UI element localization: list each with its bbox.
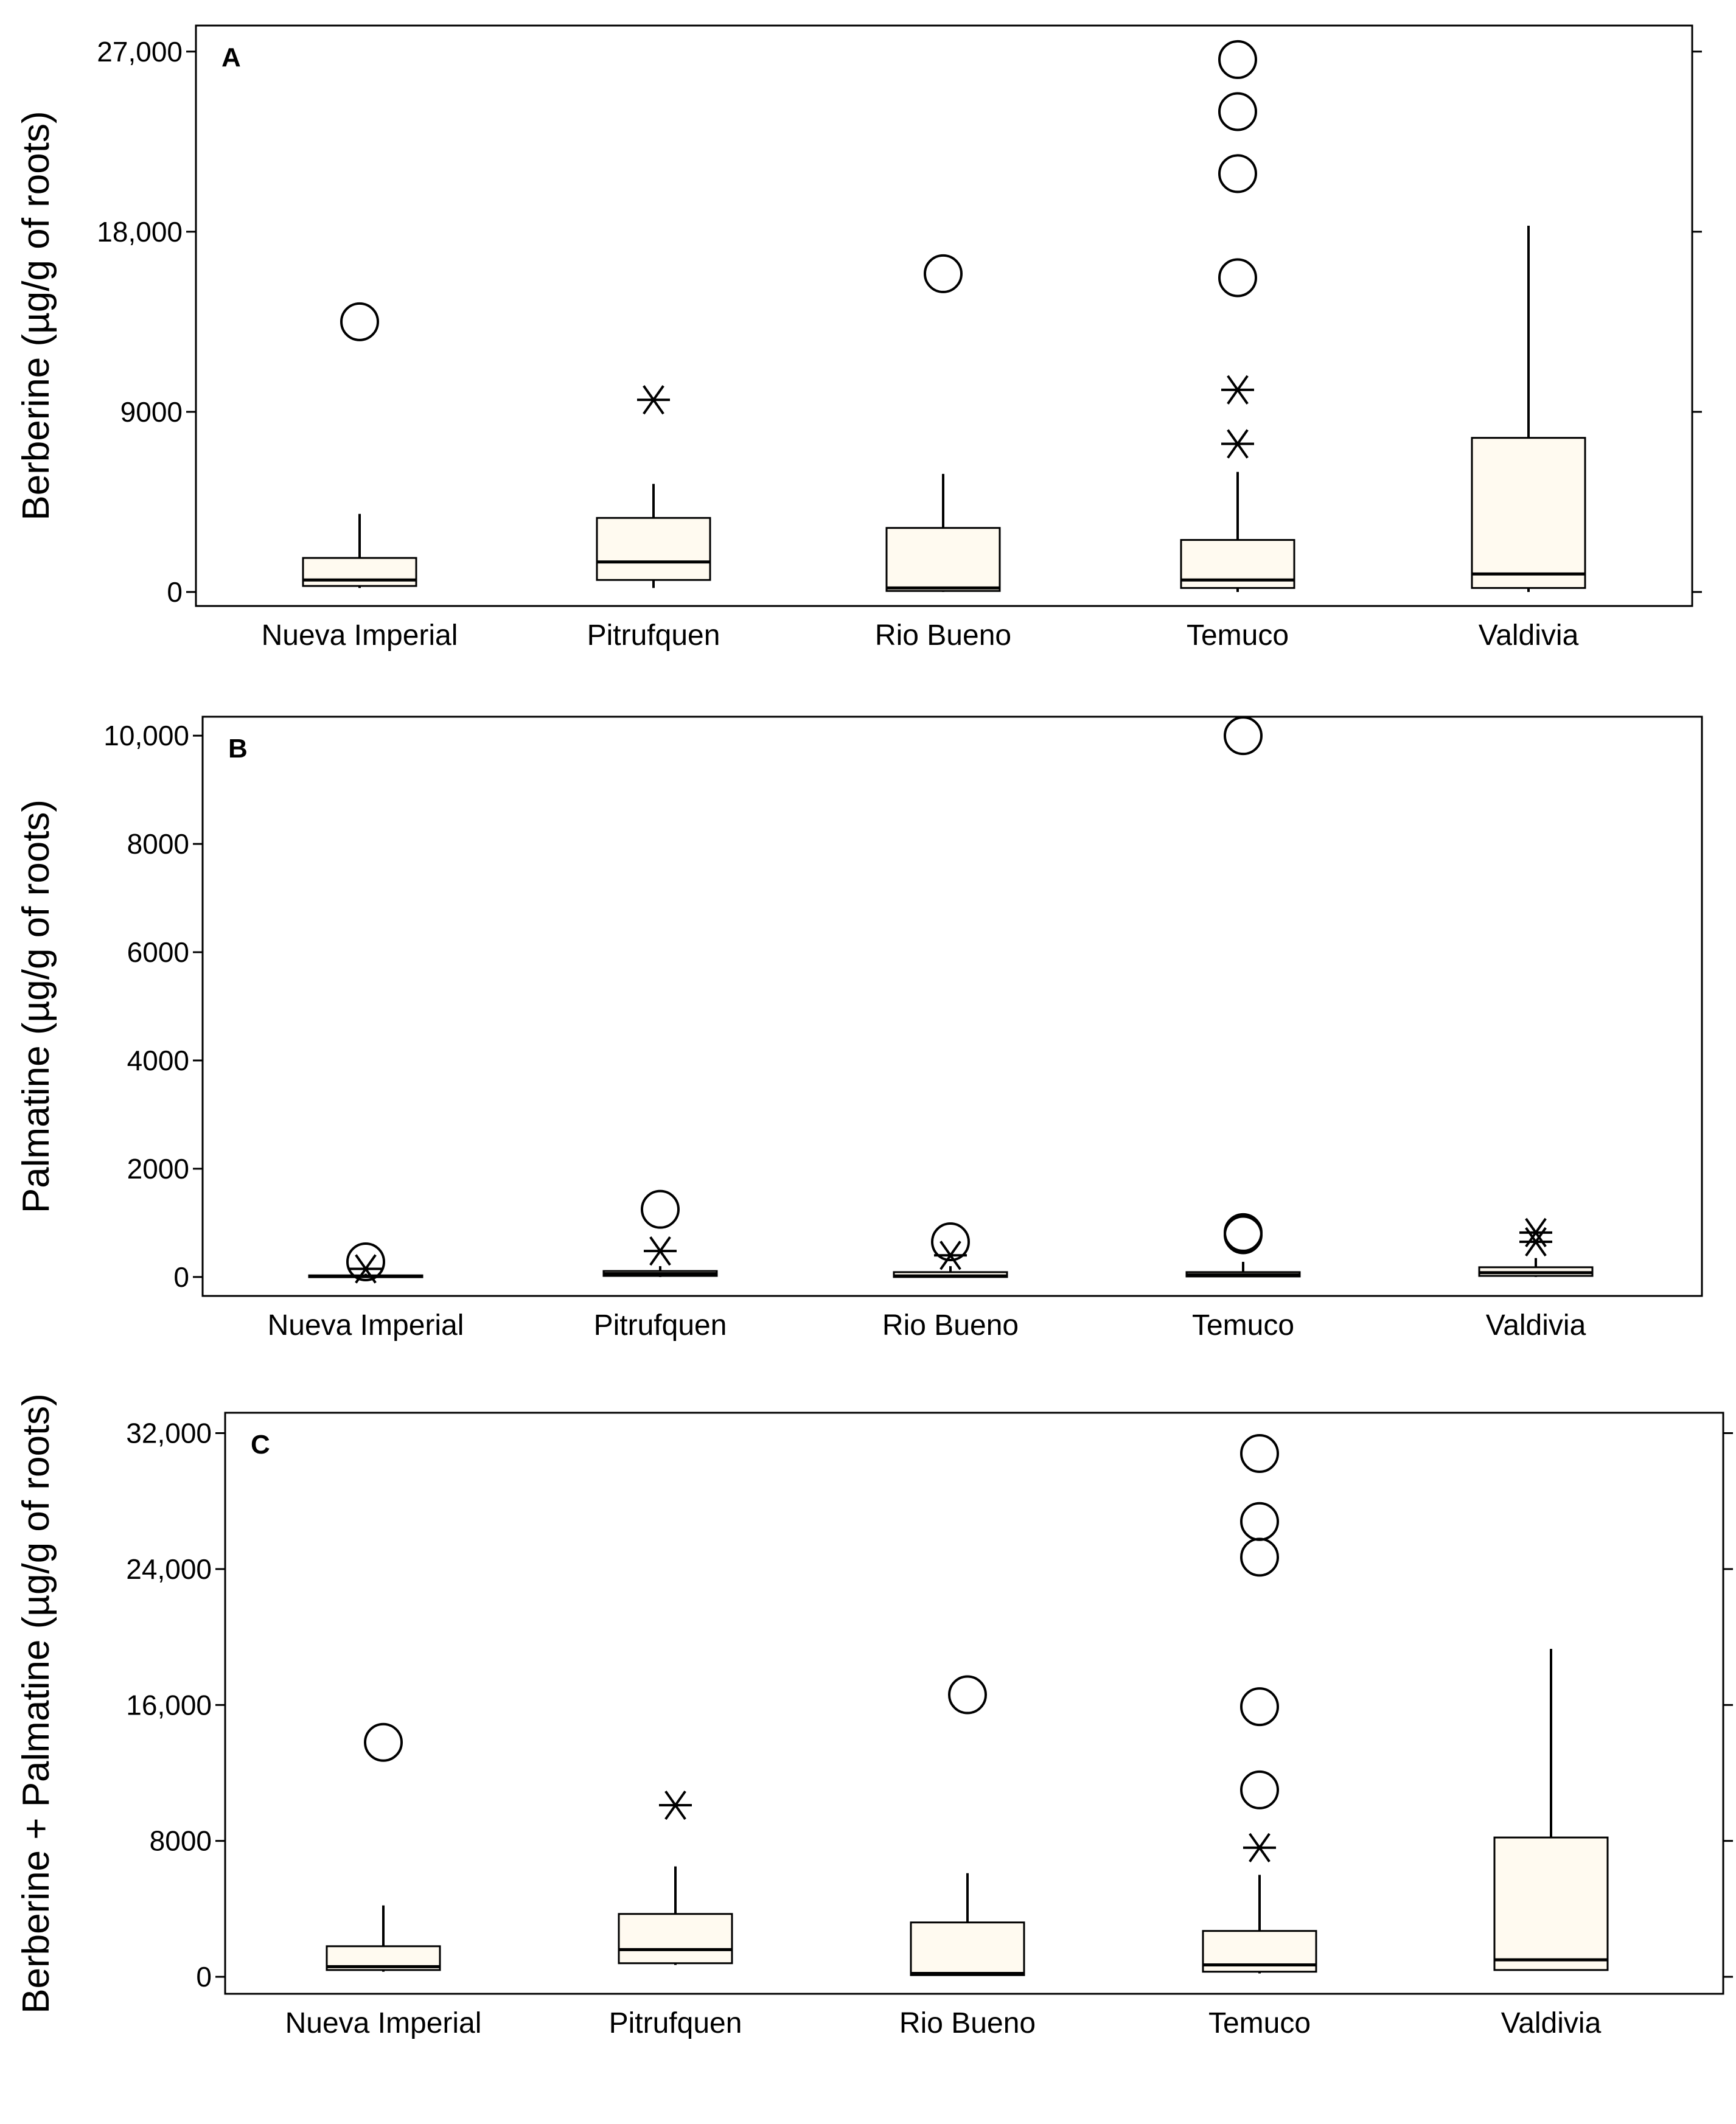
- outlier-circle: [346, 1242, 385, 1281]
- y-tick-label: 2000: [127, 1153, 189, 1185]
- y-tick-label: 27,000: [97, 36, 183, 68]
- box: [885, 527, 1001, 592]
- outlier-circle: [1240, 1502, 1279, 1541]
- outlier-circle: [1240, 1770, 1279, 1809]
- box: [596, 517, 711, 581]
- y-tick-label: 24,000: [126, 1553, 212, 1585]
- y-tick-label: 6000: [127, 936, 189, 968]
- x-tick-label: Valdivia: [1486, 1309, 1586, 1342]
- outlier-circle: [1224, 1215, 1263, 1255]
- outlier-star: [1221, 429, 1254, 459]
- x-tick-label: Rio Bueno: [875, 619, 1011, 652]
- outlier-star: [934, 1241, 967, 1270]
- box: [618, 1913, 733, 1965]
- outlier-circle: [931, 1222, 970, 1262]
- outlier-circle: [1224, 1213, 1263, 1252]
- outlier-star: [349, 1254, 382, 1284]
- x-tick-label: Pitrufquen: [594, 1309, 727, 1342]
- outlier-star: [1519, 1227, 1552, 1257]
- y-axis-label: Berberine + Palmatine (µg/g of roots): [15, 1393, 57, 2014]
- y-tick-label: 18,000: [97, 216, 183, 248]
- outlier-circle: [924, 254, 963, 293]
- box: [302, 557, 417, 587]
- outlier-circle: [1240, 1434, 1279, 1474]
- y-tick-label: 16,000: [126, 1689, 212, 1721]
- outlier-star: [644, 1236, 677, 1266]
- outlier-circle: [1240, 1687, 1279, 1727]
- outlier-circle: [1218, 40, 1257, 79]
- x-tick-label: Rio Bueno: [882, 1309, 1019, 1342]
- outlier-circle: [1218, 154, 1257, 193]
- plot-frame: [224, 1412, 1724, 1995]
- y-tick-label: 0: [173, 1261, 189, 1293]
- x-tick-label: Valdivia: [1501, 2007, 1602, 2039]
- x-tick-label: Temuco: [1192, 1309, 1294, 1342]
- box: [1493, 1836, 1609, 1971]
- outlier-circle: [1218, 258, 1257, 298]
- box: [910, 1921, 1025, 1976]
- y-axis-label: Berberine (µg/g of roots): [15, 111, 57, 520]
- outlier-circle: [641, 1189, 680, 1229]
- outlier-circle: [364, 1722, 403, 1762]
- panel-label: A: [221, 43, 241, 72]
- x-tick-label: Nueva Imperial: [262, 619, 458, 652]
- y-tick-label: 10,000: [103, 720, 189, 751]
- y-tick-label: 32,000: [126, 1418, 212, 1449]
- y-axis-label: Palmatine (µg/g of roots): [15, 799, 57, 1213]
- x-tick-label: Nueva Imperial: [268, 1309, 464, 1342]
- panel-label: B: [228, 734, 248, 764]
- outlier-circle: [1224, 716, 1263, 756]
- x-tick-label: Valdivia: [1479, 619, 1579, 652]
- outlier-circle: [1218, 92, 1257, 131]
- x-tick-label: Temuco: [1208, 2007, 1311, 2039]
- y-tick-label: 0: [196, 1961, 212, 1993]
- x-tick-label: Nueva Imperial: [285, 2007, 482, 2039]
- outlier-star: [1243, 1833, 1276, 1862]
- y-tick-label: 8000: [127, 828, 189, 860]
- y-tick-label: 9000: [120, 396, 183, 428]
- outlier-star: [1221, 375, 1254, 405]
- x-tick-label: Pitrufquen: [587, 619, 720, 652]
- x-tick-label: Temuco: [1187, 619, 1289, 652]
- y-tick-label: 8000: [150, 1825, 212, 1857]
- panel-label: C: [251, 1430, 270, 1460]
- outlier-circle: [340, 302, 379, 341]
- x-tick-label: Rio Bueno: [899, 2007, 1036, 2039]
- box: [1471, 437, 1586, 589]
- outlier-star: [659, 1790, 692, 1820]
- outlier-circle: [948, 1675, 987, 1715]
- y-tick-label: 4000: [127, 1045, 189, 1076]
- outlier-star: [637, 385, 670, 415]
- plot-frame: [201, 716, 1703, 1297]
- outlier-circle: [1240, 1537, 1279, 1577]
- x-tick-label: Pitrufquen: [609, 2007, 742, 2039]
- plot-frame: [195, 24, 1693, 607]
- y-tick-label: 0: [167, 576, 183, 608]
